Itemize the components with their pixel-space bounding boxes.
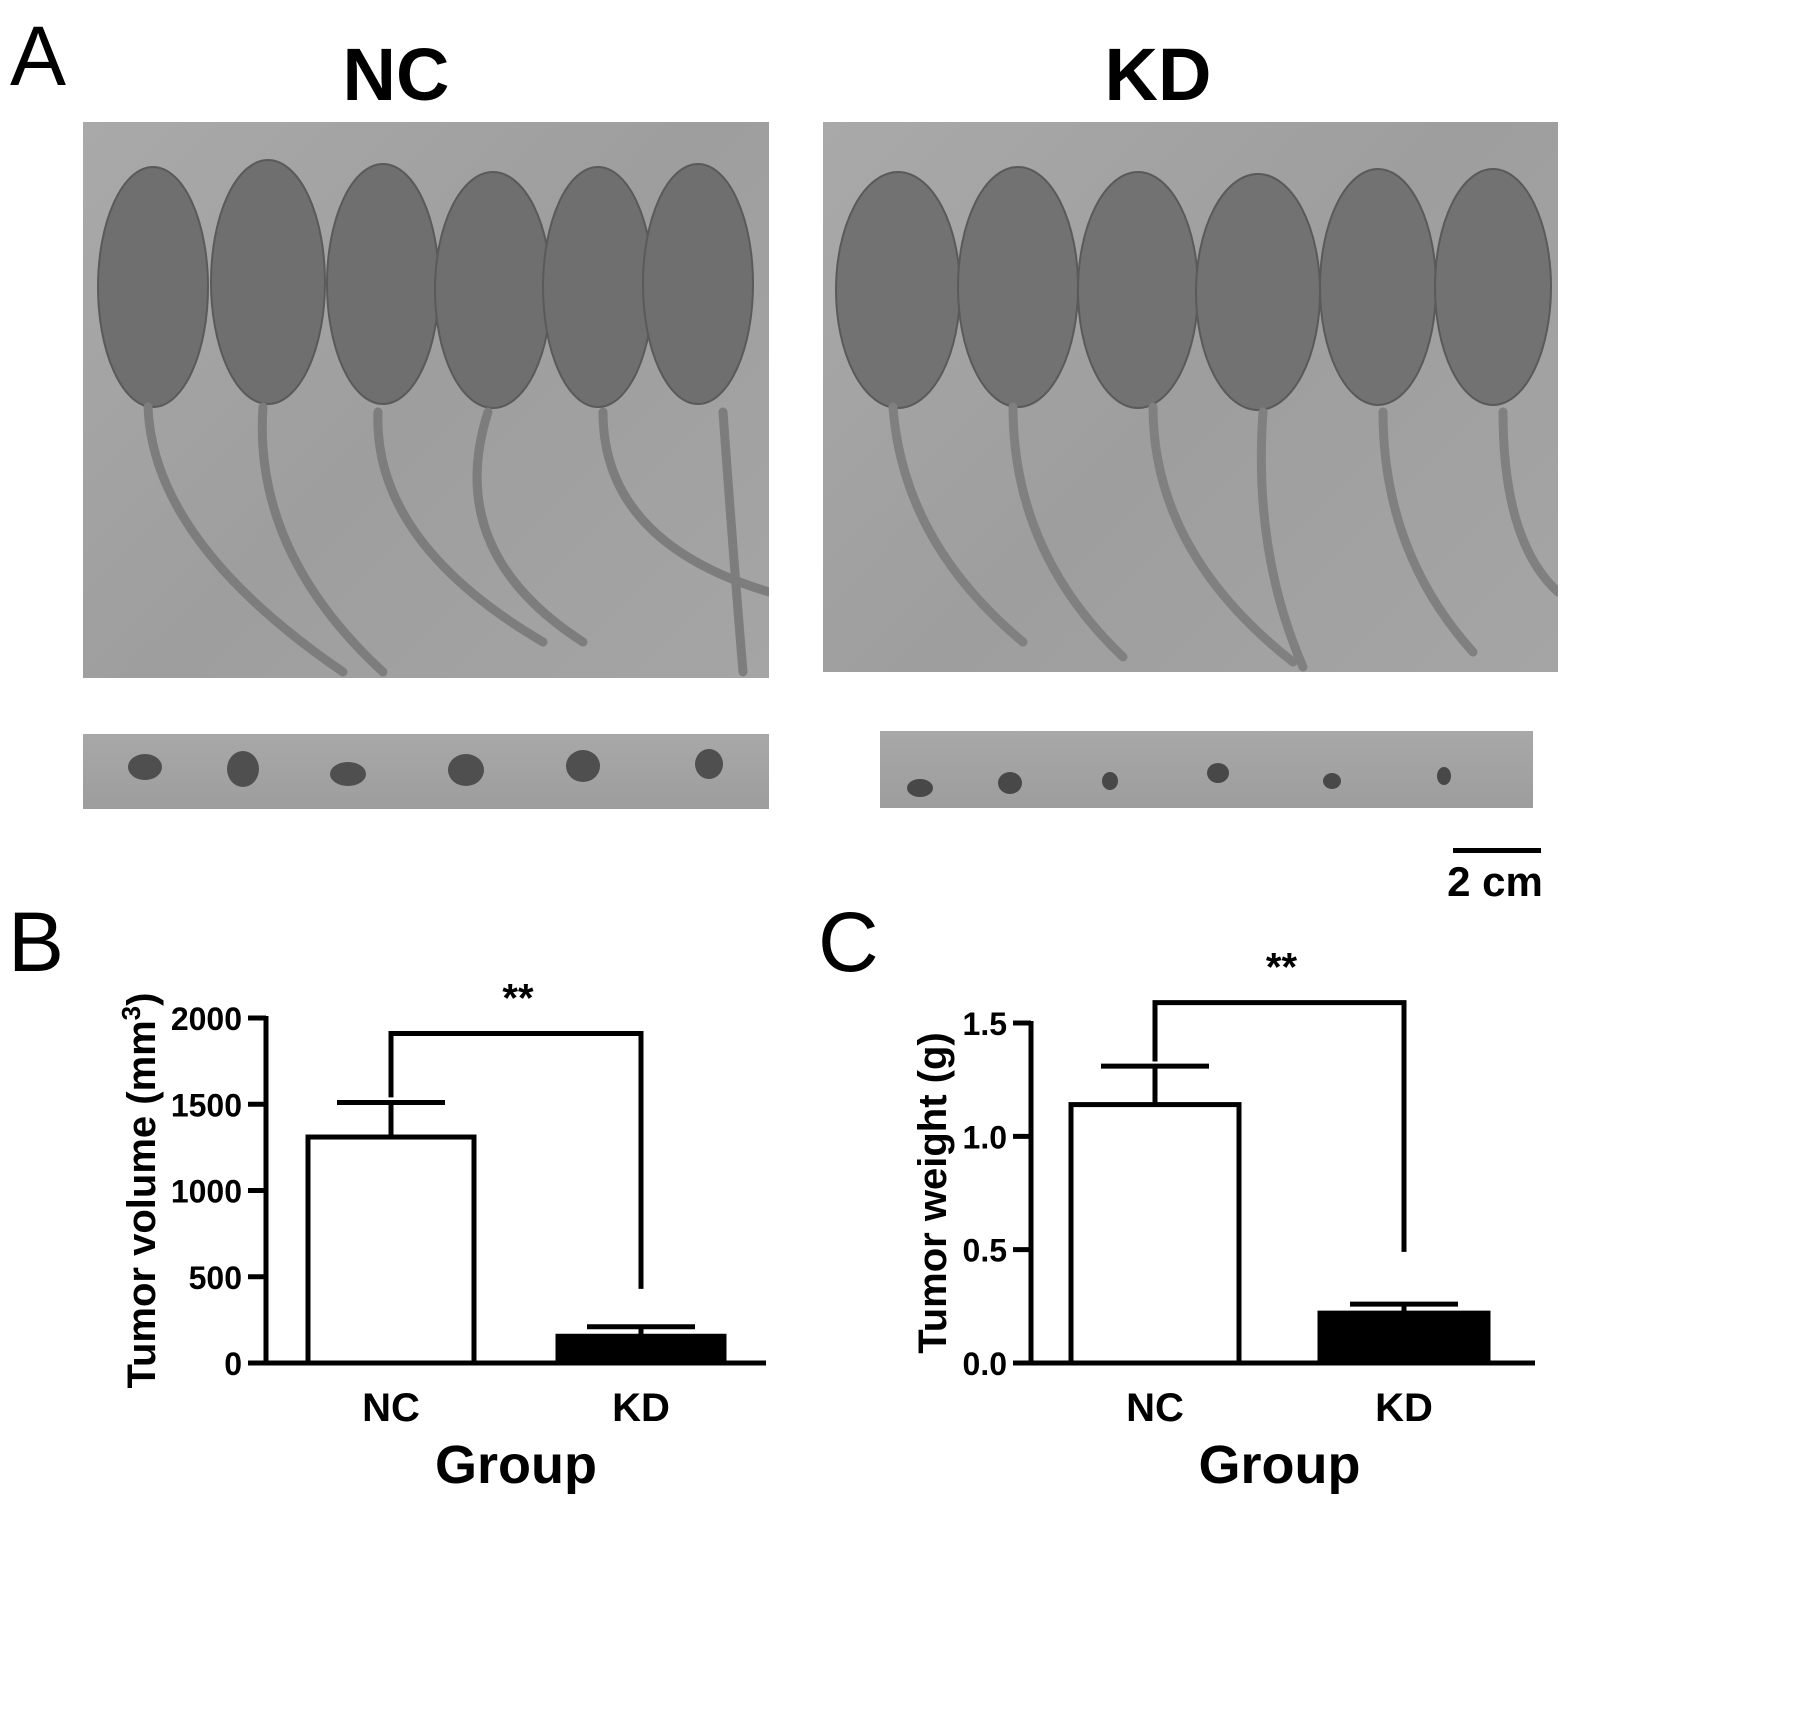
- group-title-kd: KD: [1104, 33, 1212, 116]
- panel-c-letter: C: [818, 895, 879, 989]
- chart-c-significance-stars: **: [1266, 946, 1298, 990]
- tumor-weight-chart: 0.0 0.5 1.0 1.5 NC KD ** Group Tumor weight (g): [911, 946, 1535, 1495]
- chart-c-y-tick-label: 0.5: [963, 1233, 1007, 1269]
- chart-c-category-label: KD: [1375, 1386, 1433, 1430]
- tumor-volume-chart: 0 500 1000 1500 2000 NC KD ** Group Tumor volume …: [116, 980, 766, 1495]
- chart-c-y-tick-label: 1.0: [963, 1119, 1007, 1155]
- chart-b-y-tick-label: 2000: [171, 1001, 242, 1037]
- chart-c-y-axis-label: Tumor weight (g): [911, 1032, 955, 1353]
- panel-b-letter: B: [8, 895, 65, 989]
- chart-b-y-tick-label: 500: [189, 1260, 242, 1296]
- chart-b-y-tick-label: 1000: [171, 1174, 242, 1210]
- tumor-strip-kd: [880, 731, 1533, 808]
- chart-c-bar-kd: [1317, 1310, 1491, 1366]
- chart-b-bar-nc: [305, 1134, 477, 1366]
- group-title-nc: NC: [342, 33, 450, 116]
- mice-illustration-nc: [97, 159, 769, 677]
- chart-b-significance-stars: **: [502, 980, 534, 1021]
- chart-c-x-axis-label: Group: [1199, 1435, 1361, 1495]
- tumor-illustration-nc: [128, 749, 723, 787]
- tumor-strip-nc: [83, 734, 769, 809]
- chart-c-category-label: NC: [1126, 1386, 1184, 1430]
- mice-photo-nc: [83, 122, 769, 678]
- chart-b-category-label: NC: [362, 1386, 420, 1430]
- scale-bar-line: [1453, 848, 1541, 853]
- chart-b-category-label: KD: [612, 1386, 670, 1430]
- scale-bar-label: 2 cm: [1447, 858, 1543, 905]
- mice-illustration-kd: [835, 166, 1558, 672]
- tumor-illustration-kd: [907, 763, 1451, 797]
- chart-c-bar-nc: [1068, 1102, 1242, 1366]
- chart-b-y-tick-label: 1500: [171, 1087, 242, 1123]
- chart-c-significance-bracket: [1152, 1000, 1407, 1252]
- mice-photo-kd: [823, 122, 1558, 672]
- chart-b-y-tick-label: 0: [224, 1346, 242, 1382]
- panel-a-letter: A: [10, 9, 67, 103]
- chart-b-x-axis-label: Group: [435, 1435, 597, 1495]
- chart-b-bar-kd: [555, 1333, 727, 1366]
- chart-b-y-axis-label: Tumor volume (mm3): [116, 993, 164, 1389]
- chart-c-y-tick-label: 0.0: [963, 1346, 1007, 1382]
- chart-b-significance-bracket: [388, 1031, 644, 1289]
- chart-c-y-tick-label: 1.5: [963, 1006, 1007, 1042]
